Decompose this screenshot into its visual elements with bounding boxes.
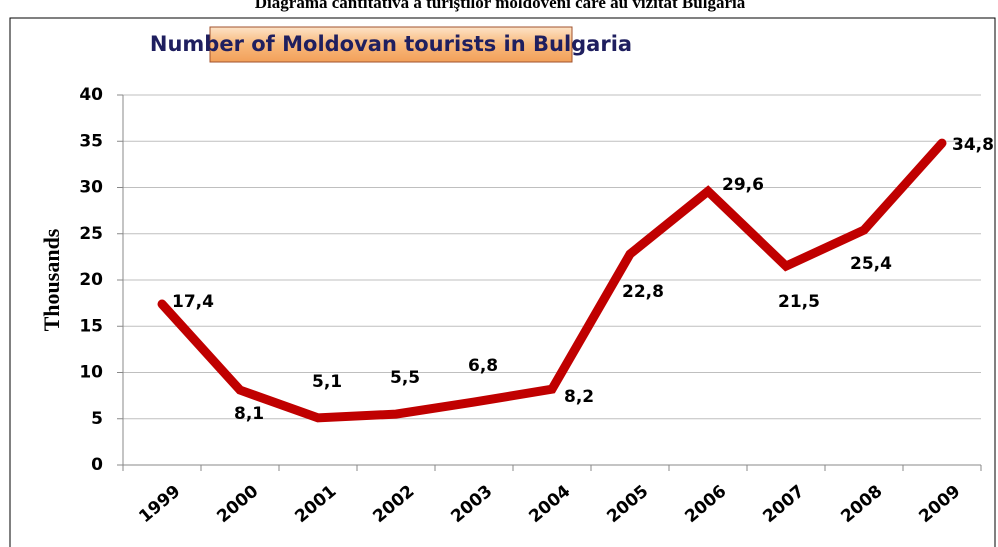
y-tick-label: 20 [79, 270, 103, 290]
data-label: 34,8 [952, 135, 994, 155]
y-tick-label: 0 [91, 455, 103, 475]
line [157, 138, 947, 423]
data-label: 5,1 [312, 372, 342, 392]
y-tick-label: 30 [79, 178, 103, 198]
y-tick-label: 35 [79, 131, 103, 151]
chart-frame [9, 17, 996, 547]
data-label: 22,8 [622, 282, 664, 302]
data-label: 8,1 [234, 404, 264, 424]
chart-subtitle: Number of Moldovan tourists in Bulgaria [150, 32, 632, 56]
chart-title: Diagrama cantitativă a turiştilor moldov… [255, 0, 746, 12]
y-tick-label: 5 [91, 409, 103, 429]
subtitle-box [209, 26, 573, 63]
y-tick-label: 25 [79, 224, 103, 244]
data-label: 5,5 [390, 368, 420, 388]
y-tick-label: 40 [79, 85, 103, 105]
y-tick-label: 10 [79, 363, 103, 383]
y-tick-label: 15 [79, 316, 103, 336]
data-label: 25,4 [850, 254, 892, 274]
data-label: 29,6 [722, 175, 764, 195]
data-label: 21,5 [778, 292, 820, 312]
y-axis-label: Thousands [39, 228, 64, 331]
data-label: 6,8 [468, 356, 498, 376]
data-label: 17,4 [172, 292, 214, 312]
data-label: 8,2 [564, 387, 594, 407]
